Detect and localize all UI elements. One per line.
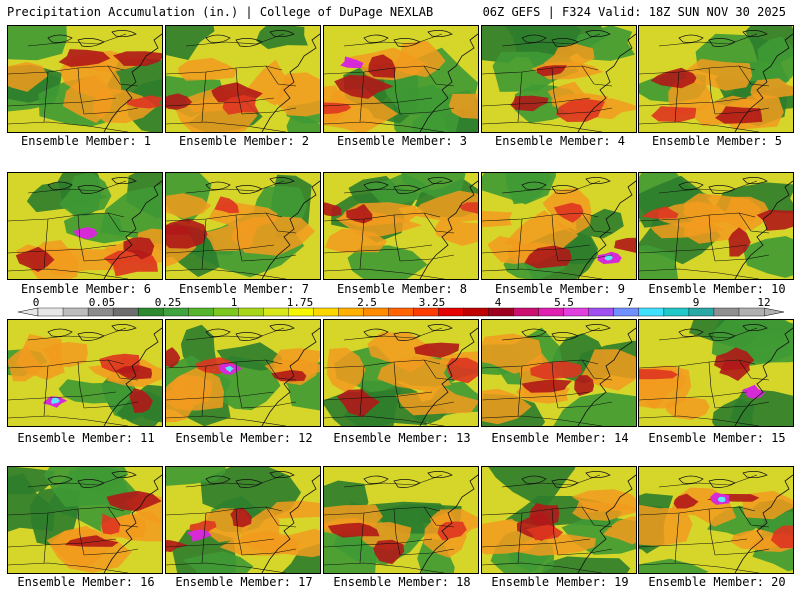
colorbar-swatch bbox=[137, 307, 164, 317]
ensemble-map-4 bbox=[481, 25, 637, 133]
ensemble-map-6 bbox=[7, 172, 163, 280]
ensemble-member-label: Ensemble Member: 2 bbox=[178, 134, 310, 148]
colorbar-tick-label: 0.05 bbox=[89, 296, 116, 309]
colorbar-swatch bbox=[62, 307, 89, 317]
colorbar-swatch bbox=[413, 307, 440, 317]
colorbar-tick-label: 0 bbox=[33, 296, 40, 309]
colorbar-swatch bbox=[363, 307, 389, 317]
colorbar-swatch bbox=[162, 307, 189, 317]
colorbar-tick-label: 5.5 bbox=[554, 296, 574, 309]
ensemble-member-label: Ensemble Member: 17 bbox=[175, 575, 313, 589]
colorbar-tick-label: 7 bbox=[627, 296, 634, 309]
colorbar-tick-label: 2.5 bbox=[357, 296, 377, 309]
ensemble-map-5 bbox=[638, 25, 794, 133]
ensemble-map-17 bbox=[165, 466, 321, 574]
ensemble-member-label: Ensemble Member: 4 bbox=[494, 134, 626, 148]
ensemble-map-18 bbox=[323, 466, 479, 574]
precip-colorbar: 0 0.05 0.25 1 1.75 2.5 3.25 4 5.5 7 9 12 bbox=[17, 296, 785, 317]
colorbar-min-arrow bbox=[17, 307, 39, 317]
colorbar-tick-label: 12 bbox=[757, 296, 770, 309]
colorbar-swatch bbox=[563, 307, 590, 317]
colorbar-swatch bbox=[588, 307, 615, 317]
ensemble-member-label: Ensemble Member: 12 bbox=[175, 431, 313, 445]
ensemble-map-3 bbox=[323, 25, 479, 133]
colorbar-swatch bbox=[463, 307, 490, 317]
colorbar-tick-label: 9 bbox=[693, 296, 700, 309]
ensemble-map-14 bbox=[481, 319, 637, 427]
ensemble-member-label: Ensemble Member: 15 bbox=[648, 431, 786, 445]
colorbar-swatch bbox=[513, 307, 540, 317]
colorbar-swatch bbox=[112, 307, 139, 317]
ensemble-map-20 bbox=[638, 466, 794, 574]
ensemble-member-label: Ensemble Member: 3 bbox=[336, 134, 468, 148]
ensemble-member-label: Ensemble Member: 6 bbox=[20, 282, 152, 296]
colorbar-tick-label: 0.25 bbox=[155, 296, 182, 309]
ensemble-member-label: Ensemble Member: 9 bbox=[494, 282, 626, 296]
ensemble-map-7 bbox=[165, 172, 321, 280]
colorbar-swatch bbox=[338, 307, 364, 317]
colorbar-tick-label: 3.25 bbox=[419, 296, 446, 309]
ensemble-member-label: Ensemble Member: 1 bbox=[20, 134, 152, 148]
colorbar-swatch bbox=[37, 307, 64, 317]
colorbar-swatch bbox=[663, 307, 690, 317]
colorbar-swatch bbox=[213, 307, 239, 317]
ensemble-map-13 bbox=[323, 319, 479, 427]
ensemble-member-label: Ensemble Member: 20 bbox=[648, 575, 786, 589]
colorbar-max-arrow bbox=[763, 307, 785, 317]
ensemble-member-label: Ensemble Member: 14 bbox=[491, 431, 629, 445]
colorbar-swatch bbox=[713, 307, 740, 317]
colorbar-swatch bbox=[738, 307, 765, 317]
colorbar-swatch bbox=[87, 307, 114, 317]
ensemble-map-8 bbox=[323, 172, 479, 280]
ensemble-member-label: Ensemble Member: 8 bbox=[336, 282, 468, 296]
ensemble-member-label: Ensemble Member: 16 bbox=[17, 575, 155, 589]
ensemble-member-label: Ensemble Member: 11 bbox=[17, 431, 155, 445]
colorbar-swatch bbox=[488, 307, 515, 317]
ensemble-map-2 bbox=[165, 25, 321, 133]
ensemble-member-label: Ensemble Member: 10 bbox=[648, 282, 786, 296]
colorbar-swatch bbox=[238, 307, 264, 317]
ensemble-member-label: Ensemble Member: 18 bbox=[333, 575, 471, 589]
colorbar-swatch bbox=[688, 307, 715, 317]
ensemble-map-1 bbox=[7, 25, 163, 133]
map-title: Precipitation Accumulation (in.) | Colle… bbox=[7, 5, 434, 19]
colorbar-swatch bbox=[188, 307, 214, 317]
colorbar-tick-label: 4 bbox=[495, 296, 502, 309]
colorbar-swatch bbox=[313, 307, 339, 317]
colorbar-swatch bbox=[288, 307, 314, 317]
ensemble-map-9 bbox=[481, 172, 637, 280]
colorbar-swatch bbox=[388, 307, 415, 317]
ensemble-member-label: Ensemble Member: 13 bbox=[333, 431, 471, 445]
ensemble-map-19 bbox=[481, 466, 637, 574]
colorbar-tick-label: 1 bbox=[231, 296, 238, 309]
ensemble-map-10 bbox=[638, 172, 794, 280]
colorbar-swatch bbox=[263, 307, 289, 317]
run-valid-time: 06Z GEFS | F324 Valid: 18Z SUN NOV 30 20… bbox=[482, 5, 786, 19]
ensemble-map-12 bbox=[165, 319, 321, 427]
ensemble-member-label: Ensemble Member: 7 bbox=[178, 282, 310, 296]
ensemble-map-11 bbox=[7, 319, 163, 427]
ensemble-map-16 bbox=[7, 466, 163, 574]
colorbar-swatch bbox=[538, 307, 565, 317]
ensemble-member-label: Ensemble Member: 5 bbox=[651, 134, 783, 148]
ensemble-map-15 bbox=[638, 319, 794, 427]
ensemble-member-label: Ensemble Member: 19 bbox=[491, 575, 629, 589]
colorbar-swatch bbox=[638, 307, 665, 317]
colorbar-swatch bbox=[438, 307, 465, 317]
colorbar-swatch bbox=[613, 307, 640, 317]
colorbar-tick-label: 1.75 bbox=[287, 296, 314, 309]
